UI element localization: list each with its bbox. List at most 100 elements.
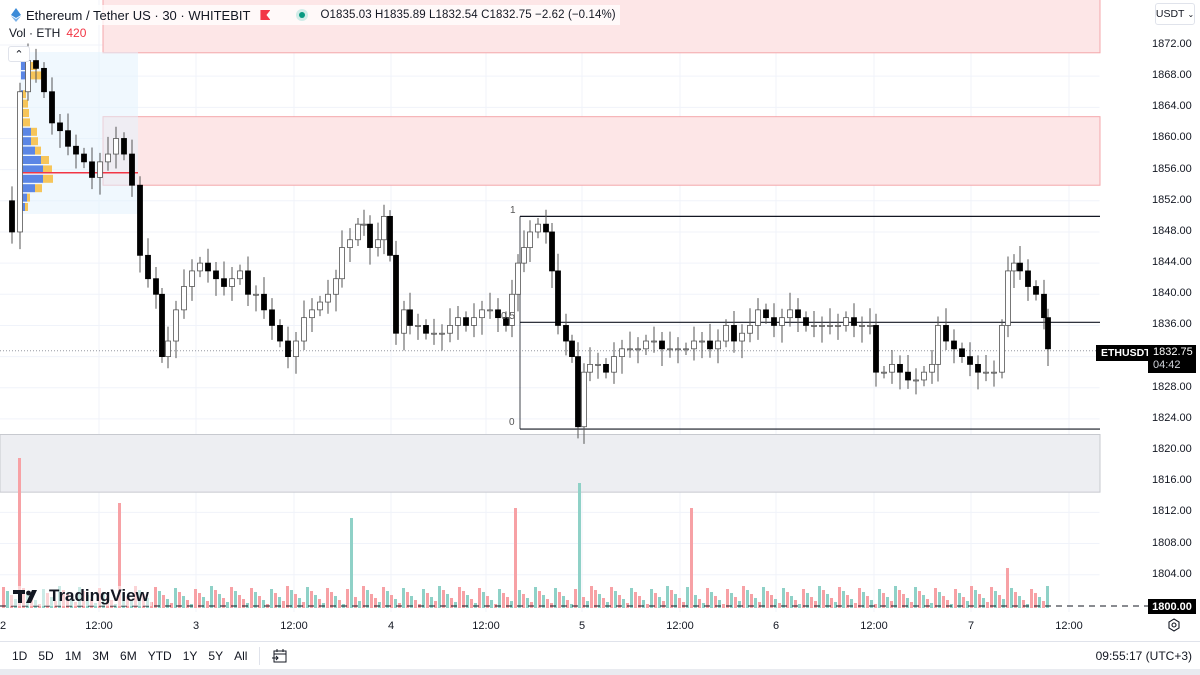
volume-bar-up bbox=[562, 596, 565, 608]
volume-bar-down bbox=[558, 592, 561, 608]
candle-down bbox=[549, 231, 555, 272]
collapse-legend-button[interactable]: ⌃ bbox=[8, 46, 30, 62]
last-price-tag: 1832.75 04:42 bbox=[1148, 345, 1196, 373]
volume-profile-bar-down bbox=[23, 99, 28, 108]
chart-settings-icon[interactable] bbox=[1167, 618, 1181, 632]
volume-profile-bar-down bbox=[27, 193, 30, 202]
candle-up bbox=[309, 309, 315, 319]
volume-bar-down bbox=[566, 600, 569, 608]
range-button-6m[interactable]: 6M bbox=[120, 648, 137, 663]
symbol-legend[interactable]: Ethereum / Tether US · 30 · WHITEBIT O18… bbox=[6, 5, 620, 25]
volume-bar-up bbox=[278, 597, 281, 608]
volume-bar-up bbox=[306, 587, 309, 608]
candle-down bbox=[245, 270, 251, 295]
volume-bar-down bbox=[374, 598, 377, 608]
volume-bar-up bbox=[234, 591, 237, 608]
price-axis-label: 1856.00 bbox=[1152, 162, 1192, 175]
candle-up bbox=[587, 363, 593, 373]
volume-bar-up bbox=[994, 591, 997, 608]
volume-bar-down bbox=[1030, 589, 1033, 608]
candle-down bbox=[897, 363, 903, 373]
volume-bar-up bbox=[774, 599, 777, 608]
range-button-1y[interactable]: 1Y bbox=[182, 648, 198, 663]
candle-down bbox=[285, 340, 291, 357]
candle-up bbox=[439, 332, 445, 335]
range-button-all[interactable]: All bbox=[234, 648, 248, 663]
ethereum-logo-icon bbox=[11, 8, 21, 22]
candle-up bbox=[811, 325, 817, 327]
volume-bar-down bbox=[282, 601, 285, 608]
range-button-1m[interactable]: 1M bbox=[64, 648, 82, 663]
candle-down bbox=[959, 348, 965, 357]
volume-bar-down bbox=[962, 597, 965, 608]
candle-up bbox=[515, 262, 521, 295]
volume-bar-down bbox=[450, 598, 453, 608]
candle-up bbox=[827, 325, 833, 327]
candle-up bbox=[415, 325, 421, 327]
candle-down bbox=[145, 254, 151, 280]
candle-down bbox=[393, 254, 399, 334]
calendar-goto-icon[interactable] bbox=[272, 648, 288, 664]
tradingview-logo-icon bbox=[13, 590, 37, 603]
volume-profile-bar-down bbox=[43, 165, 52, 174]
flag-icon[interactable] bbox=[260, 10, 271, 20]
candle-up bbox=[113, 138, 119, 155]
bar-countdown: 04:42 bbox=[1153, 359, 1181, 371]
candle-down bbox=[543, 223, 549, 233]
volume-bar-down bbox=[230, 587, 233, 608]
range-button-3m[interactable]: 3M bbox=[92, 648, 110, 663]
volume-bar-up bbox=[6, 591, 9, 608]
volume-bar-down bbox=[638, 596, 641, 608]
range-button-1d[interactable]: 1D bbox=[12, 648, 28, 663]
volume-bar-down bbox=[514, 508, 517, 608]
candle-up bbox=[667, 348, 673, 351]
volume-bar-up bbox=[782, 588, 785, 608]
base-line-price-tag: 1800.00 bbox=[1148, 599, 1196, 614]
volume-profile-bar-down bbox=[31, 137, 38, 146]
candle-down bbox=[41, 67, 47, 93]
candle-down bbox=[1025, 270, 1031, 287]
candle-down bbox=[967, 356, 973, 365]
volume-bar-down bbox=[742, 586, 745, 608]
volume-bar-up bbox=[298, 598, 301, 608]
volume-bar-up bbox=[622, 599, 625, 608]
volume-bar-down bbox=[898, 590, 901, 608]
candle-down bbox=[503, 317, 509, 326]
candle-down bbox=[1017, 262, 1023, 272]
candle-up bbox=[723, 325, 729, 342]
volume-bar-down bbox=[222, 598, 225, 608]
volume-bar-down bbox=[698, 599, 701, 608]
volume-bar-down bbox=[986, 602, 989, 608]
supply-zone bbox=[102, 116, 1101, 186]
candle-up bbox=[535, 223, 541, 233]
volume-bar-down bbox=[682, 602, 685, 608]
tradingview-watermark[interactable]: TradingView bbox=[10, 586, 152, 606]
volume-bar-up bbox=[650, 589, 653, 608]
volume-legend[interactable]: Vol · ETH 420 bbox=[6, 26, 90, 40]
chart-canvas[interactable] bbox=[0, 0, 1200, 640]
volume-profile-bar-up bbox=[21, 71, 28, 80]
volume-bar-up bbox=[914, 587, 917, 608]
range-button-ytd[interactable]: YTD bbox=[147, 648, 172, 663]
volume-bar-down bbox=[1014, 592, 1017, 608]
currency-selector[interactable]: USDT ⌄ bbox=[1155, 3, 1195, 25]
candle-down bbox=[575, 356, 581, 428]
volume-bar-down bbox=[318, 599, 321, 608]
candle-down bbox=[367, 223, 373, 248]
volume-bar-down bbox=[910, 602, 913, 608]
volume-bar-down bbox=[390, 595, 393, 608]
range-button-5d[interactable]: 5D bbox=[38, 648, 54, 663]
range-button-5y[interactable]: 5Y bbox=[208, 648, 224, 663]
candle-down bbox=[33, 60, 39, 69]
volume-bar-up bbox=[182, 596, 185, 608]
candle-down bbox=[771, 317, 777, 326]
candle-up bbox=[691, 340, 697, 350]
timezone-clock[interactable]: 09:55:17 (UTC+3) bbox=[1095, 648, 1192, 663]
symbol-title[interactable]: Ethereum / Tether US · 30 · WHITEBIT bbox=[26, 7, 251, 23]
price-axis-label: 1844.00 bbox=[1152, 256, 1192, 269]
volume-bar-down bbox=[1022, 600, 1025, 608]
candle-up bbox=[197, 262, 203, 272]
candle-down bbox=[851, 317, 857, 326]
volume-bar-up bbox=[366, 590, 369, 608]
volume-bar-down bbox=[662, 601, 665, 608]
